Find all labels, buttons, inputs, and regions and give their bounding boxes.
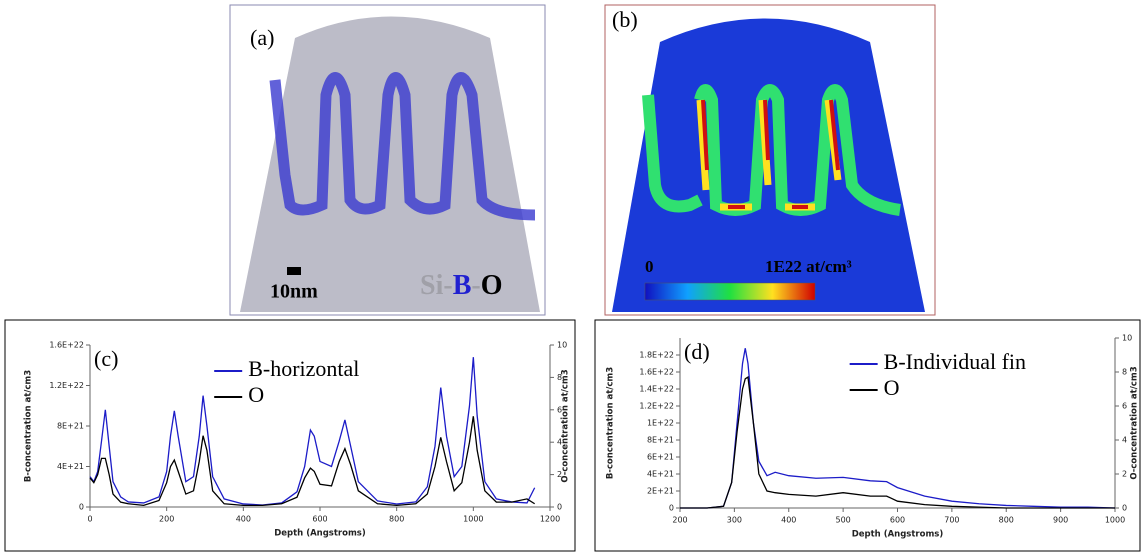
colorbar-min: 0: [645, 257, 654, 276]
y2-tick-label: 2: [1122, 470, 1127, 479]
x-tick-label: 800: [389, 515, 404, 524]
x-tick-label: 1200: [540, 515, 560, 524]
y-tick-label: 1.6E+22: [639, 368, 674, 377]
y2-tick-label: 10: [1122, 334, 1132, 343]
x-tick-label: 300: [727, 516, 742, 525]
legend-label: B-horizontal: [248, 356, 359, 381]
y2-tick-label: 2: [557, 470, 562, 479]
y-tick-label: 2E+21: [647, 487, 674, 496]
chart-panel: 200 300 400 500 600 700 800 900 1000 0 2E+21 4E+21 6…: [594, 319, 1141, 552]
legend-o: O: [481, 270, 503, 301]
y-axis-title: B-concentration at/cm3: [24, 370, 34, 482]
x-axis-title: Depth (Angstroms): [274, 529, 366, 539]
x-tick-label: 800: [999, 516, 1014, 525]
legend-label: O: [884, 375, 900, 400]
y2-tick-label: 0: [557, 503, 562, 512]
y-tick-label: 0: [669, 504, 674, 513]
boron-fins: [269, 72, 536, 221]
x-axis-title: Depth (Angstroms): [852, 530, 944, 540]
y-tick-label: 1.2E+22: [639, 402, 674, 411]
x-tick-label: 500: [835, 516, 850, 525]
x-tick-label: 700: [944, 516, 959, 525]
x-tick-label: 1000: [1105, 516, 1125, 525]
element-legend: Si-B-O: [420, 270, 502, 301]
y-tick-label: 4E+21: [57, 462, 84, 471]
series-line: [89, 416, 536, 507]
legend-sep: -: [471, 270, 480, 301]
panel-label: (b): [612, 7, 638, 32]
y2-tick-label: 6: [1122, 402, 1127, 411]
scale-bar: [287, 267, 301, 275]
y2-axis-title: O-concentration at/cm3: [1130, 366, 1140, 479]
series-line: [680, 348, 1116, 509]
panel-label: (a): [250, 25, 274, 50]
colorbar: [644, 282, 816, 301]
series-line: [89, 357, 536, 506]
chart-panel: 0 200 400 600 800 1000 1200 0 4E+21 8E+21 1.2E+22 1…: [4, 319, 576, 552]
y2-tick-label: 0: [1122, 504, 1127, 513]
y-tick-label: 1E+22: [647, 419, 674, 428]
legend-label: B-Individual fin: [884, 349, 1026, 374]
panel-frame: [594, 319, 1141, 552]
x-tick-label: 200: [672, 516, 687, 525]
y2-tick-label: 8: [1122, 368, 1127, 377]
y-tick-label: 1.8E+22: [639, 351, 674, 360]
series-line: [680, 376, 1115, 509]
panel-a: (a) 10nm Si-B-O: [229, 4, 546, 316]
x-tick-label: 400: [781, 516, 796, 525]
y-tick-label: 1.2E+22: [49, 381, 84, 390]
x-tick-label: 0: [87, 515, 92, 524]
legend-sep: -: [443, 270, 452, 301]
legend-si: Si: [420, 270, 444, 301]
x-tick-label: 200: [159, 515, 174, 524]
y2-tick-label: 6: [557, 405, 562, 414]
panel-label: (c): [94, 346, 118, 371]
legend-b: B: [453, 270, 472, 301]
panel-b: (b) 0 1E22 at/cm³: [604, 4, 936, 316]
y2-tick-label: 8: [557, 373, 562, 382]
y-tick-label: 6E+21: [647, 453, 674, 462]
x-tick-label: 600: [312, 515, 327, 524]
scale-label: 10nm: [270, 281, 318, 303]
y-tick-label: 1.4E+22: [639, 385, 674, 394]
x-tick-label: 900: [1053, 516, 1068, 525]
x-tick-label: 600: [890, 516, 905, 525]
y-axis-title: B-concentration at/cm3: [606, 367, 616, 479]
y2-tick-label: 10: [557, 341, 567, 350]
colorbar-max: 1E22 at/cm³: [765, 257, 852, 276]
y2-tick-label: 4: [557, 438, 562, 447]
y-tick-label: 1.6E+22: [49, 341, 84, 350]
fins-core: [701, 99, 840, 209]
y-tick-label: 0: [79, 503, 84, 512]
y-tick-label: 8E+21: [57, 422, 84, 431]
panel-label: (d): [684, 339, 710, 364]
x-tick-label: 1000: [463, 515, 483, 524]
legend-label: O: [248, 382, 264, 407]
y-tick-label: 4E+21: [647, 470, 674, 479]
y2-tick-label: 4: [1122, 436, 1127, 445]
y2-axis-title: O-concentration at/cm3: [561, 369, 571, 482]
x-tick-label: 400: [236, 515, 251, 524]
fins-outer: [642, 84, 901, 216]
y-tick-label: 8E+21: [647, 436, 674, 445]
